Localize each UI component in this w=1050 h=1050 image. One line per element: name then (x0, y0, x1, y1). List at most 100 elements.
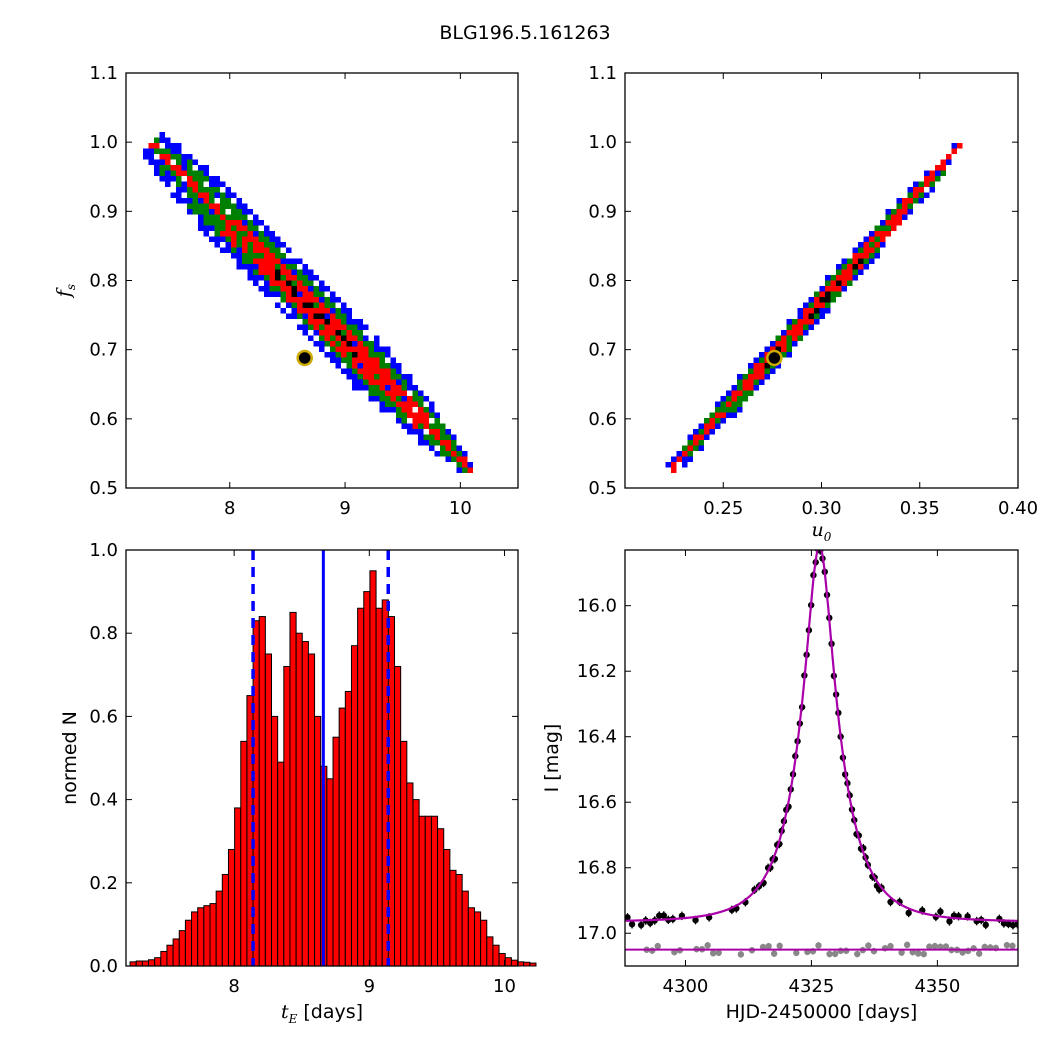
histogram-bar (418, 815, 426, 967)
sigma2-cell (379, 390, 385, 396)
x-tick-label: 8 (228, 976, 239, 997)
sigma2-cell (187, 165, 193, 171)
sigma2-cell (720, 401, 726, 407)
sigma2-cell (302, 275, 308, 281)
sigma3-cell (759, 379, 765, 385)
sigma2-cell (918, 181, 924, 187)
sigma3-cell (704, 434, 710, 440)
sigma1-cell (313, 297, 319, 303)
sigma1-cell (407, 407, 413, 413)
sigma2-cell (418, 401, 424, 407)
sigma1-cell (297, 297, 303, 303)
sigma2-cell (220, 198, 226, 204)
sigma2-cell (280, 297, 286, 303)
sigma1-cell (258, 269, 264, 275)
sigma3-cell (434, 412, 440, 418)
sigma2-cell (220, 220, 226, 226)
sigma2-cell (192, 176, 198, 182)
sigma1-cell (885, 220, 891, 226)
sigma2-cell (346, 352, 352, 358)
sigma3-cell (220, 247, 226, 253)
density-peak-cell (341, 335, 347, 341)
sigma2-cell (775, 335, 781, 341)
sigma3-cell (253, 280, 259, 286)
sigma3-cell (935, 170, 941, 176)
sigma3-cell (187, 154, 193, 160)
sigma3-cell (825, 308, 831, 314)
x-tick-label: 9 (339, 498, 350, 519)
sigma2-cell (742, 396, 748, 402)
residual-point (815, 942, 822, 949)
sigma3-cell (275, 291, 281, 297)
sigma3-cell (390, 363, 396, 369)
sigma3-cell (181, 159, 187, 165)
sigma2-cell (401, 385, 407, 391)
sigma1-cell (302, 286, 308, 292)
sigma2-cell (192, 203, 198, 209)
sigma2-cell (242, 258, 248, 264)
sigma2-cell (346, 363, 352, 369)
residual-point (737, 951, 745, 958)
sigma2-cell (214, 220, 220, 226)
sigma2-cell (429, 423, 435, 429)
sigma3-cell (236, 247, 242, 253)
sigma3-cell (720, 396, 726, 402)
sigma3-cell (731, 385, 737, 391)
sigma3-cell (286, 258, 292, 264)
sigma3-cell (929, 187, 935, 193)
sigma3-cell (401, 396, 407, 402)
density-peak-cell (825, 291, 831, 297)
sigma1-cell (786, 330, 792, 336)
sigma3-cell (203, 231, 209, 237)
sigma2-cell (368, 385, 374, 391)
sigma1-cell (275, 280, 281, 286)
sigma2-cell (368, 390, 374, 396)
sigma3-cell (726, 390, 732, 396)
sigma3-cell (187, 198, 193, 204)
sigma3-cell (313, 275, 319, 281)
sigma3-cell (176, 192, 182, 198)
sigma1-cell (374, 368, 380, 374)
histogram-bar (510, 959, 519, 967)
sigma2-cell (869, 242, 875, 248)
sigma2-cell (390, 368, 396, 374)
y-tick-label: 0.6 (89, 409, 118, 430)
sigma3-cell (814, 319, 820, 325)
y-tick-label: 1.0 (89, 132, 118, 153)
sigma3-cell (792, 341, 798, 347)
sigma3-cell (445, 429, 451, 435)
sigma2-cell (253, 225, 259, 231)
sigma2-cell (830, 291, 836, 297)
sigma2-cell (275, 247, 281, 253)
sigma3-cell (396, 368, 402, 374)
sigma3-cell (165, 143, 171, 149)
sigma1-cell (319, 302, 325, 308)
sigma2-cell (159, 148, 165, 154)
residual-point (709, 949, 717, 957)
sigma3-cell (346, 308, 352, 314)
sigma2-cell (192, 209, 198, 215)
sigma1-cell (198, 192, 204, 198)
sigma3-cell (148, 148, 154, 154)
sigma1-cell (863, 247, 869, 253)
sigma2-cell (236, 214, 242, 220)
sigma2-cell (396, 374, 402, 380)
residual-point (842, 947, 850, 954)
sigma2-cell (737, 379, 743, 385)
plot-area (625, 550, 1018, 958)
density-peak-cell (302, 302, 308, 308)
sigma2-cell (258, 236, 264, 242)
sigma2-cell (165, 165, 171, 171)
sigma3-cell (214, 176, 220, 182)
sigma2-cell (214, 231, 220, 237)
sigma1-cell (929, 170, 935, 176)
sigma1-cell (891, 214, 897, 220)
sigma1-cell (797, 319, 803, 325)
sigma3-cell (462, 451, 468, 457)
sigma1-cell (753, 363, 759, 369)
sigma1-cell (170, 165, 176, 171)
sigma1-cell (819, 302, 825, 308)
sigma2-cell (456, 462, 462, 468)
sigma1-cell (341, 346, 347, 352)
sigma1-cell (286, 269, 292, 275)
